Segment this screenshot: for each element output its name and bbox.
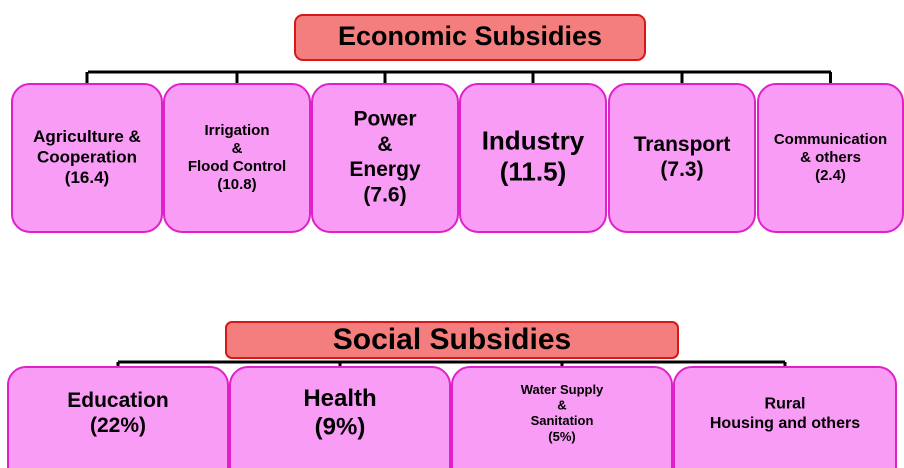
node-label: Communication [774, 131, 887, 148]
node-box [229, 366, 451, 468]
node-label: & [232, 140, 243, 157]
node-label: (22%) [90, 414, 146, 437]
node-label: Education [67, 389, 169, 412]
node-box [7, 366, 229, 468]
node-label: & [557, 398, 566, 413]
node-label: & [377, 133, 392, 156]
node-label: Industry [482, 125, 585, 155]
economic-title: Economic Subsidies [338, 21, 602, 51]
node-label: Water Supply [521, 382, 604, 397]
social-title: Social Subsidies [333, 323, 571, 356]
node-box [11, 83, 163, 233]
node-label: (11.5) [500, 156, 567, 186]
node-label: Agriculture & [33, 127, 141, 146]
node-box [311, 83, 459, 233]
node-label: (2.4) [815, 167, 846, 184]
node-label: Irrigation [204, 122, 269, 139]
node-label: (10.8) [217, 176, 256, 193]
node-label: (7.6) [363, 183, 406, 206]
node-box [163, 83, 311, 233]
node-label: (9%) [315, 414, 366, 441]
node-label: (5%) [548, 429, 575, 444]
node-label: (16.4) [65, 168, 109, 187]
node-label: Rural [765, 396, 806, 413]
node-label: Housing and others [710, 415, 860, 432]
node-label: (7.3) [660, 158, 703, 181]
social-title-box [225, 321, 679, 359]
node-box [673, 366, 897, 468]
node-label: & others [800, 149, 861, 166]
node-label: Flood Control [188, 158, 286, 175]
node-box [451, 366, 673, 468]
node-label: Sanitation [531, 413, 594, 428]
node-label: Transport [634, 133, 731, 156]
economic-title-box [294, 14, 646, 61]
node-label: Health [303, 385, 376, 412]
node-label: Energy [349, 158, 421, 181]
node-label: Power [353, 108, 416, 131]
node-box [459, 83, 607, 233]
node-box [757, 83, 904, 233]
node-box [608, 83, 756, 233]
node-label: Cooperation [37, 147, 137, 166]
